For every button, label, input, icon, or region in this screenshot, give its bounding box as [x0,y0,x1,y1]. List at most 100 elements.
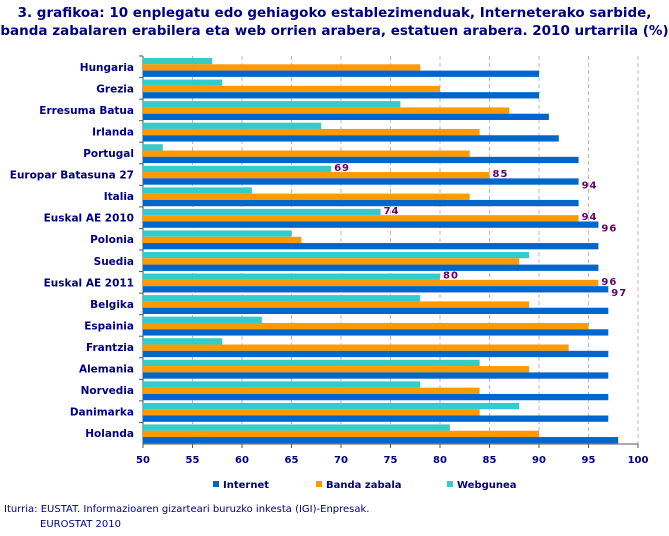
chart-title: 3. grafikoa: 10 enplegatu edo gehiagoko … [0,5,669,39]
bar-webgunea [143,295,421,302]
y-tick-label: Euskal AE 2011 [44,277,134,289]
data-label: 74 [384,206,400,217]
bar-banda-zabala [143,322,589,330]
bar-banda-zabala [143,279,599,287]
bar-banda-zabala [143,128,480,136]
bar-webgunea [143,338,223,345]
bar-banda-zabala [143,258,520,265]
y-tick-label: Alemania [79,364,134,376]
bar-internet [143,178,579,185]
bar-internet [143,393,609,401]
bar-banda-zabala [143,215,579,222]
bar-internet [143,307,609,315]
bar-webgunea [143,144,163,151]
source-line-1: Iturria: EUSTAT. Informazioaren gizartea… [4,504,370,515]
x-tick-label: 95 [582,455,596,466]
bar-banda-zabala [143,387,480,394]
bar-banda-zabala [143,236,302,244]
bar-banda-zabala [143,64,421,71]
x-tick-label: 55 [186,455,200,466]
bar-internet [143,92,539,99]
legend-label: Banda zabala [326,480,402,491]
bar-banda-zabala [143,193,470,200]
x-tick-label: 85 [483,455,497,466]
bar-webgunea [143,165,332,173]
x-tick-label: 70 [334,455,348,466]
bar-banda-zabala [143,150,470,157]
y-tick-label: Norvedia [81,385,134,397]
data-label: 97 [611,288,627,299]
bar-internet [143,415,609,422]
bar-internet [143,437,619,444]
bar-banda-zabala [143,366,530,373]
bar-webgunea [143,381,421,388]
y-tick-label: Frantzia [86,342,134,354]
bar-webgunea [143,58,213,65]
bar-internet [143,156,579,164]
bar-webgunea [143,359,480,367]
legend-swatch [213,481,219,487]
bar-internet [143,372,609,379]
legend-swatch [316,481,322,487]
bar-webgunea [143,316,262,323]
y-tick-label: Polonia [90,234,134,246]
y-tick-label: Euskal AE 2010 [44,213,134,225]
bar-banda-zabala [143,344,569,351]
y-tick-label: Espainia [84,320,134,332]
y-tick-label: Italia [104,191,134,203]
y-tick-label: Danimarka [70,407,134,419]
bar-banda-zabala [143,409,480,416]
bar-webgunea [143,79,223,86]
bar-banda-zabala [143,107,510,114]
y-tick-label: Irlanda [92,126,134,138]
bar-webgunea [143,424,450,431]
bar-internet [143,199,579,207]
y-tick-label: Holanda [85,428,134,440]
bar-internet [143,350,609,358]
y-tick-label: Suedia [94,256,134,268]
bar-internet [143,264,599,271]
bar-internet [143,329,609,336]
data-label: 69 [334,163,350,174]
source-line-2: EUROSTAT 2010 [40,519,121,530]
bar-webgunea [143,273,440,280]
y-tick-label: Erresuma Batua [39,105,134,117]
bar-webgunea [143,252,530,259]
bar-internet [143,70,539,77]
bar-internet [143,286,609,293]
y-tick-label: Belgika [90,299,134,311]
legend-swatch [447,481,453,487]
x-tick-label: 50 [136,455,150,466]
bar-banda-zabala [143,301,530,308]
x-tick-label: 100 [628,455,649,466]
x-tick-label: 80 [433,455,447,466]
y-tick-label: Europar Batasuna 27 [10,170,134,182]
bar-webgunea [143,402,520,410]
bar-internet [143,113,549,121]
bar-webgunea [143,208,381,216]
x-tick-label: 90 [532,455,546,466]
legend-label: Webgunea [457,480,517,491]
data-label: 80 [443,271,459,282]
bar-internet [143,221,599,228]
data-label: 96 [601,223,617,234]
bar-internet [143,243,599,250]
data-label: 96 [601,277,617,288]
bar-webgunea [143,230,292,237]
x-tick-label: 65 [285,455,299,466]
data-label: 94 [582,180,598,191]
bar-banda-zabala [143,430,539,438]
y-tick-label: Portugal [83,148,134,160]
legend-label: Internet [223,480,269,491]
data-label: 94 [582,212,598,223]
bar-internet [143,135,559,142]
x-tick-label: 75 [384,455,398,466]
bar-banda-zabala [143,85,440,93]
bar-webgunea [143,101,401,108]
y-tick-label: Hungaria [80,62,134,74]
data-label: 85 [493,169,509,180]
x-tick-label: 60 [235,455,249,466]
bar-webgunea [143,122,322,129]
y-tick-label: Grezia [96,83,134,95]
